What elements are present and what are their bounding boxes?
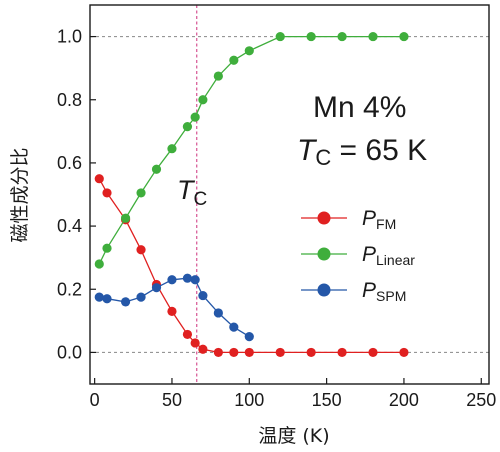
y-tick-label: 0.0 bbox=[57, 342, 82, 362]
data-point-linear bbox=[198, 95, 208, 105]
legend-marker-linear bbox=[317, 247, 331, 261]
data-point-linear bbox=[306, 31, 316, 42]
tc-line-label-sub: C bbox=[194, 189, 208, 210]
data-point-fm bbox=[275, 347, 285, 358]
x-axis-title: 温度 (K) bbox=[258, 425, 329, 447]
x-tick-label: 50 bbox=[162, 390, 182, 410]
data-point-fm bbox=[198, 344, 208, 354]
data-point-fm bbox=[94, 174, 104, 184]
annotation-sample: Mn 4% bbox=[313, 91, 406, 124]
data-point-linear bbox=[337, 31, 347, 42]
data-point-spm bbox=[198, 290, 208, 301]
data-point-fm bbox=[190, 338, 200, 348]
legend-label-spm: PSPM bbox=[362, 279, 406, 304]
y-tick-label: 0.8 bbox=[57, 90, 82, 110]
y-tick-label: 1.0 bbox=[57, 27, 82, 47]
data-point-linear bbox=[229, 55, 239, 65]
data-point-spm bbox=[182, 273, 193, 283]
data-point-linear bbox=[120, 213, 131, 223]
data-point-linear bbox=[190, 112, 200, 122]
data-point-spm bbox=[94, 292, 104, 302]
data-point-linear bbox=[244, 46, 254, 56]
legend-label-main: P bbox=[362, 207, 376, 230]
data-point-spm bbox=[102, 294, 112, 304]
x-tick-label: 0 bbox=[90, 390, 100, 410]
axes: 0 50 100 150 200 250 0.0 0.2 0.4 0.6 0.8 1.0 bbox=[57, 4, 496, 410]
data-point-fm bbox=[182, 329, 193, 340]
data-point-fm bbox=[368, 347, 378, 358]
legend-label-fm: PFM bbox=[362, 207, 396, 232]
legend-label-sub: SPM bbox=[376, 288, 406, 304]
data-point-spm bbox=[151, 283, 162, 293]
legend-label-main: P bbox=[362, 243, 376, 266]
data-point-spm bbox=[244, 332, 254, 342]
legend-label-sub: FM bbox=[376, 216, 396, 232]
legend-label-main: P bbox=[362, 279, 376, 302]
legend-label-sub: Linear bbox=[376, 252, 415, 268]
data-point-linear bbox=[94, 259, 104, 269]
data-point-spm bbox=[136, 292, 146, 302]
y-tick-label: 0.4 bbox=[57, 216, 82, 236]
data-point-linear bbox=[213, 71, 223, 81]
tc-line-label: TC bbox=[177, 175, 207, 210]
data-point-fm bbox=[136, 245, 146, 255]
data-point-fm bbox=[102, 188, 112, 198]
plot-frame bbox=[89, 4, 490, 385]
data-point-fm bbox=[244, 347, 254, 358]
annotation-tc-main: T bbox=[297, 134, 318, 167]
data-point-fm bbox=[306, 347, 316, 358]
annotation-tc-value: = 65 K bbox=[331, 134, 427, 167]
data-point-spm bbox=[190, 275, 200, 285]
annotation-tc: TC = 65 K bbox=[297, 134, 427, 170]
x-tick-label: 100 bbox=[234, 390, 264, 410]
data-point-fm bbox=[167, 306, 177, 316]
annotation-tc-sub: C bbox=[315, 145, 331, 170]
data-series bbox=[94, 31, 409, 358]
data-point-spm bbox=[213, 308, 223, 318]
data-point-linear bbox=[167, 144, 177, 154]
data-point-spm bbox=[120, 297, 131, 307]
y-tick-label: 0.6 bbox=[57, 153, 82, 173]
reference-lines bbox=[90, 5, 489, 384]
data-point-fm bbox=[229, 347, 239, 358]
y-axis-title: 磁性成分比 bbox=[9, 147, 31, 242]
x-tick-label: 200 bbox=[389, 390, 419, 410]
data-point-linear bbox=[136, 188, 146, 198]
data-point-linear bbox=[399, 31, 409, 42]
data-point-fm bbox=[213, 347, 223, 358]
data-point-linear bbox=[151, 164, 162, 174]
x-tick-label: 250 bbox=[466, 390, 496, 410]
data-point-linear bbox=[275, 31, 285, 42]
legend-marker-spm bbox=[317, 283, 331, 297]
data-point-linear bbox=[182, 121, 193, 132]
data-point-fm bbox=[399, 347, 409, 358]
data-point-spm bbox=[229, 322, 239, 332]
data-point-linear bbox=[368, 31, 378, 42]
tc-line-label-main: T bbox=[177, 175, 196, 205]
data-point-fm bbox=[337, 347, 347, 358]
series-line-fm bbox=[98, 178, 404, 354]
data-point-linear bbox=[102, 243, 112, 253]
x-tick-label: 150 bbox=[312, 390, 342, 410]
legend-label-linear: PLinear bbox=[362, 243, 415, 268]
data-point-spm bbox=[167, 275, 177, 285]
y-tick-label: 0.2 bbox=[57, 279, 82, 299]
legend-marker-fm bbox=[317, 211, 331, 225]
